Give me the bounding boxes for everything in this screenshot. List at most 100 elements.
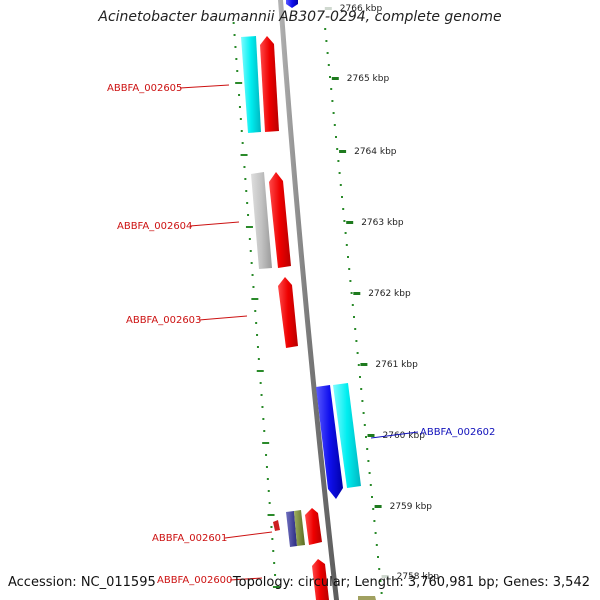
gene-label: ABBFA_002601 (152, 533, 227, 544)
ruler-dot-outer (327, 64, 330, 66)
ruler-dot-outer (379, 580, 382, 582)
gene-arrow-small-2601 (273, 520, 280, 531)
gene-arrow-red-2605 (260, 36, 279, 132)
ruler-dot-outer (361, 400, 364, 402)
tick-mark (381, 575, 389, 578)
gene-arrow-red-2600 (312, 559, 329, 600)
gene-labels: ABBFA_002605 ABBFA_002604 ABBFA_002603 ABBF… (107, 83, 495, 586)
ruler-dot-inner (250, 262, 253, 264)
accession-text: Accession: NC_011595 (8, 575, 156, 590)
ruler-dot-inner (273, 562, 276, 564)
ruler-dots (232, 22, 383, 594)
gene-arrow-cyan-2605 (241, 36, 261, 133)
tick-label: 2765 kbp (347, 74, 390, 84)
tick-mark (360, 363, 368, 366)
ruler-dot-outer (374, 532, 377, 534)
gene-label: ABBFA_002603 (126, 315, 201, 326)
gene-leader-line (189, 221, 240, 227)
gene-arrow-olive-2601 (294, 510, 305, 546)
ruler-dot-outer (329, 76, 331, 78)
ruler-dot-outer (373, 520, 376, 522)
map-title: Acinetobacter baumannii AB307-0294, comp… (98, 9, 502, 25)
ruler-dot-inner (274, 574, 277, 576)
ruler-dot-outer (341, 196, 343, 198)
ruler-dot-outer (368, 472, 371, 474)
tick-mark (374, 505, 382, 508)
tick-mark (353, 292, 361, 295)
ruler-dot-outer (378, 568, 381, 570)
ruler-dot-outer (335, 136, 337, 138)
ruler-dot-inner (235, 82, 243, 84)
ruler-dot-inner (248, 238, 251, 240)
ruler-dot-outer (331, 100, 334, 102)
ruler-dot-outer (351, 304, 354, 306)
ruler-dot-inner (238, 94, 241, 96)
gene-leader-line (224, 531, 273, 539)
gene-arrows (241, 0, 376, 600)
ruler-dot-inner (236, 70, 239, 72)
ruler-dot-inner (247, 214, 250, 216)
ruler-dot-inner (240, 154, 248, 156)
ruler-dot-outer (338, 172, 341, 174)
tick-mark (339, 150, 347, 153)
tick-mark (367, 434, 375, 437)
kbp-ticks: 2766 kbp 2765 kbp 2764 kbp 2763 kbp 2762 kbp… (324, 4, 440, 582)
ruler-dot-inner (267, 514, 275, 516)
ruler-dot-inner (254, 310, 257, 312)
ruler-dot-inner (272, 550, 275, 552)
ruler-dot-inner (251, 274, 254, 276)
gene-arrow-red-2604 (269, 172, 291, 268)
gene-arrow-red-2603 (278, 277, 298, 348)
ruler-dot-outer (366, 448, 369, 450)
tick-label: 2758 kbp (397, 572, 440, 582)
ruler-dot-outer (349, 280, 352, 282)
ruler-dot-outer (339, 184, 342, 186)
ruler-dot-outer (356, 352, 359, 354)
gene-label: ABBFA_002602 (420, 427, 495, 438)
ruler-dot-inner (266, 478, 269, 480)
tick-mark (324, 7, 332, 10)
gene-leader-line (370, 431, 419, 439)
ruler-dot-inner (260, 394, 263, 396)
ruler-dot-outer (362, 412, 365, 414)
tick-label: 2760 kbp (383, 431, 426, 441)
ruler-dot-inner (238, 106, 241, 108)
ruler-dot-inner (245, 226, 253, 228)
gene-label: ABBFA_002605 (107, 83, 182, 94)
ruler-dot-outer (367, 460, 370, 462)
gene-label: ABBFA_002604 (117, 221, 192, 232)
tick-label: 2766 kbp (340, 4, 383, 14)
ruler-dot-outer (332, 112, 335, 114)
gene-arrow-gray-2604 (251, 172, 272, 269)
ruler-dot-outer (375, 544, 378, 546)
ruler-dot-inner (232, 22, 235, 24)
ruler-dot-outer (342, 208, 345, 210)
ruler-dot-outer (344, 232, 347, 234)
tick-label: 2763 kbp (361, 218, 404, 228)
gene-arrow-red-2601 (305, 508, 322, 545)
ruler-dot-inner (245, 190, 248, 192)
ruler-dot-inner (234, 46, 237, 48)
ruler-dot-inner (251, 298, 259, 300)
ruler-dot-inner (256, 370, 264, 372)
ruler-dot-outer (354, 328, 357, 330)
ruler-dot-inner (268, 502, 271, 504)
ruler-dot-inner (265, 454, 268, 456)
ruler-dot-inner (239, 118, 242, 120)
ruler-dot-outer (337, 160, 340, 162)
ruler-dot-inner (267, 490, 270, 492)
gene-arrow-blue-2602 (316, 385, 343, 499)
ruler-dot-outer (355, 340, 358, 342)
gene-arrow-olive-bottom (358, 596, 376, 600)
ruler-dot-inner (259, 382, 262, 384)
ruler-dot-inner (272, 586, 280, 588)
tick-label: 2764 kbp (354, 147, 397, 157)
ruler-dot-inner (240, 130, 243, 132)
ruler-dot-outer (324, 28, 327, 30)
ruler-dot-inner (243, 166, 246, 168)
tick-mark (331, 77, 339, 80)
ruler-dot-inner (235, 58, 238, 60)
ruler-dot-outer (336, 148, 339, 150)
ruler-dot-inner (261, 406, 264, 408)
